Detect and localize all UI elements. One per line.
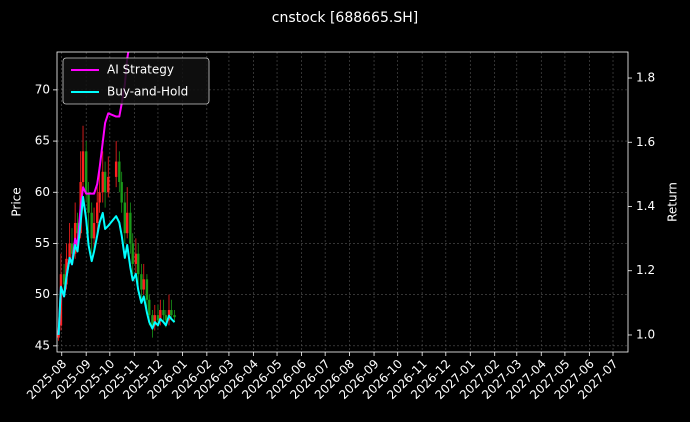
candle-body [114, 161, 118, 177]
candle-body [120, 182, 123, 203]
legend-box [62, 57, 210, 105]
candle-body [107, 176, 110, 193]
legend-label: AI Strategy [107, 63, 174, 77]
chart-title: cnstock [688665.SH] [272, 10, 418, 26]
candle-body [125, 212, 129, 234]
candle-body [153, 315, 156, 326]
candle-body [68, 243, 71, 259]
legend-label: Buy-and-Hold [107, 85, 188, 99]
candle-body [81, 151, 85, 183]
candle-body [156, 315, 160, 321]
plot-area [57, 52, 176, 341]
candle-body [123, 202, 127, 234]
candle-body [145, 279, 149, 300]
y-tick-label: 70 [35, 82, 50, 96]
legend: AI Strategy Buy-and-Hold [62, 57, 210, 105]
y-tick-label: 60 [35, 185, 50, 199]
candle-body [101, 171, 104, 193]
candle-body [129, 212, 132, 244]
y-tick-label: 50 [35, 287, 50, 301]
series-line [57, 52, 130, 336]
candle-body [131, 243, 134, 264]
candle-body [84, 151, 88, 193]
candle-body [62, 274, 66, 285]
y-tick-label: 55 [35, 236, 50, 250]
candle-body [137, 253, 140, 275]
plot-frame [56, 51, 629, 353]
candle-body [92, 222, 96, 239]
candle-body [140, 274, 143, 290]
y2-axis-label: Return [666, 182, 680, 222]
y2-tick-label: 1.4 [636, 199, 655, 213]
candle-body [170, 310, 173, 316]
y2-tick-label: 1.6 [636, 135, 655, 149]
candle-body [164, 315, 168, 321]
y2-tick-label: 1.0 [636, 327, 655, 341]
candle-body [103, 171, 107, 193]
candle-body [70, 243, 74, 254]
candle-body [98, 192, 101, 203]
candle-body [173, 315, 176, 318]
candle-body [148, 299, 151, 316]
y2-tick-label: 1.2 [636, 263, 655, 277]
candle-body [142, 279, 145, 290]
candle-body [159, 310, 162, 321]
y-tick-label: 65 [35, 134, 50, 148]
y-tick-label: 45 [35, 338, 50, 352]
candle-body [96, 202, 99, 223]
candle-body [134, 253, 138, 264]
candle-body [162, 310, 165, 316]
series-line [57, 195, 176, 336]
candle-body [151, 315, 154, 326]
candle-body [76, 222, 79, 234]
candle-body [87, 192, 90, 213]
y-axis-label: Price [10, 187, 24, 216]
candle-body [90, 212, 93, 239]
candle-body [118, 161, 121, 183]
y2-tick-label: 1.8 [636, 71, 655, 85]
